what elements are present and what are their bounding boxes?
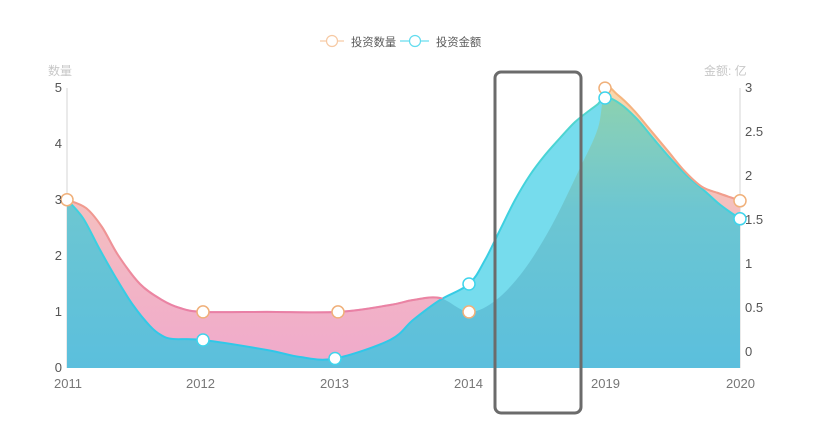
svg-text:投资金额: 投资金额 — [436, 35, 481, 49]
svg-text:投资数量: 投资数量 — [351, 35, 396, 49]
